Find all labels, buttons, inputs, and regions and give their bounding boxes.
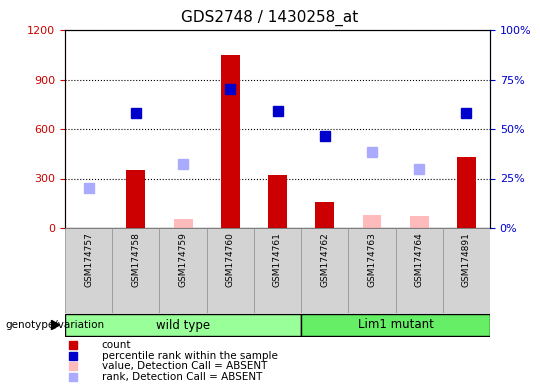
Text: GDS2748 / 1430258_at: GDS2748 / 1430258_at [181, 10, 359, 26]
Text: wild type: wild type [156, 318, 210, 331]
Bar [315, 202, 334, 228]
Text: GSM174762: GSM174762 [320, 232, 329, 287]
Text: count: count [102, 341, 131, 351]
Text: GSM174763: GSM174763 [367, 232, 376, 287]
Polygon shape [51, 320, 59, 329]
Text: GSM174761: GSM174761 [273, 232, 282, 287]
Text: genotype/variation: genotype/variation [5, 320, 105, 330]
Text: value, Detection Call = ABSENT: value, Detection Call = ABSENT [102, 361, 267, 371]
Bar [174, 219, 192, 228]
Bar [65, 314, 301, 336]
Text: GSM174759: GSM174759 [179, 232, 187, 287]
Text: Lim1 mutant: Lim1 mutant [357, 318, 434, 331]
Bar [126, 170, 145, 228]
Bar [221, 55, 240, 228]
Bar [268, 175, 287, 228]
Text: GSM174891: GSM174891 [462, 232, 471, 287]
Text: rank, Detection Call = ABSENT: rank, Detection Call = ABSENT [102, 372, 262, 382]
Bar [457, 157, 476, 228]
Text: GSM174764: GSM174764 [415, 232, 424, 287]
Bar [410, 217, 429, 228]
Bar [362, 215, 381, 228]
Text: GSM174757: GSM174757 [84, 232, 93, 287]
Text: percentile rank within the sample: percentile rank within the sample [102, 351, 278, 361]
Bar [301, 314, 490, 336]
Text: GSM174760: GSM174760 [226, 232, 235, 287]
Text: GSM174758: GSM174758 [131, 232, 140, 287]
